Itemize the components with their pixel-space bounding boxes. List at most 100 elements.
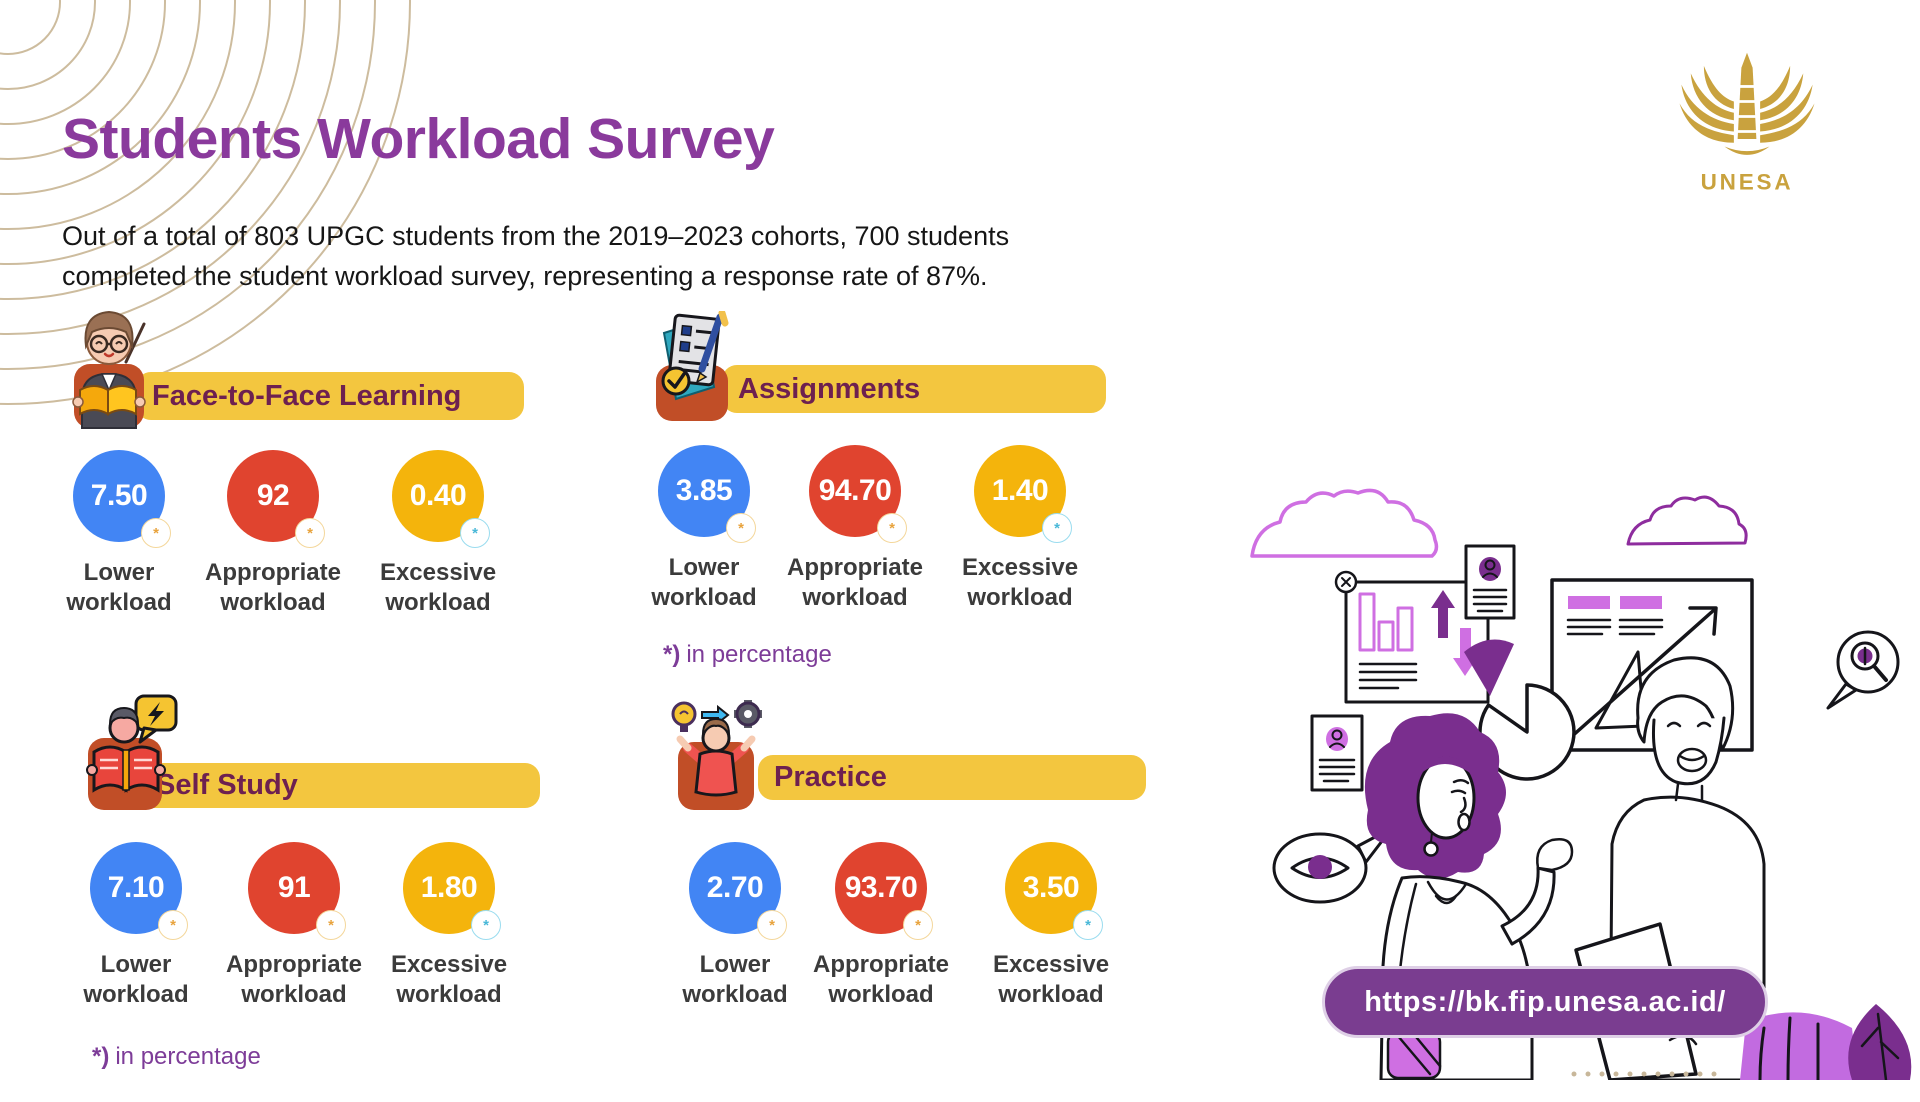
section-assignments: Assignments 3.85 * Lower workload 94.70 … [650, 295, 1210, 705]
stat-bubble-blue: 2.70 * [689, 842, 787, 940]
percentage-asterisk-badge: * [757, 910, 787, 940]
stat-value: 2.70 [706, 871, 764, 904]
stat-bubble-blue: 7.10 * [90, 842, 188, 940]
section-practice: Practice 2.70 * Lower workload 93.70 * A… [668, 692, 1228, 1102]
stat-bubble-blue: 7.50 * [73, 450, 171, 548]
magnifier-bubble-icon [1826, 630, 1900, 710]
pants [1740, 1012, 1858, 1080]
earring [1423, 841, 1439, 857]
stat-value: 93.70 [844, 871, 918, 904]
stat-label: Excessive workload [961, 554, 1079, 611]
section-banner: Practice [758, 755, 1146, 800]
stat-value: 7.10 [107, 871, 165, 904]
stat-label: Excessive workload [379, 559, 497, 616]
stat-appropriate-workload: 92 * Appropriate workload [193, 450, 353, 618]
subtitle-line-1: Out of a total of 803 UPGC students from… [62, 221, 1010, 251]
section-title: Self Study [156, 769, 298, 801]
footnote-text: in percentage [115, 1043, 261, 1070]
growth-arrow-icon [1568, 608, 1716, 740]
section-title: Assignments [738, 372, 921, 405]
percentage-asterisk-badge: * [726, 513, 756, 543]
url-badge[interactable]: https://bk.fip.unesa.ac.id/ [1322, 966, 1768, 1038]
stat-bubble-red: 93.70 * [835, 842, 933, 940]
footnote-marker: *) [92, 1043, 110, 1070]
unesa-logo: UNESA [1672, 46, 1822, 221]
percentage-asterisk-badge: * [1042, 513, 1072, 543]
stat-bubble-red: 94.70 * [809, 445, 907, 543]
stat-bubble-yellow: 0.40 * [392, 450, 490, 548]
stat-label: Lower workload [66, 559, 172, 616]
stat-value: 94.70 [818, 474, 892, 507]
profile-card [1464, 544, 1516, 620]
section-banner: Assignments [722, 365, 1106, 413]
stat-label: Excessive workload [390, 951, 508, 1008]
stat-lower-workload: 7.50 * Lower workload [39, 450, 199, 618]
percentage-asterisk-badge: * [460, 518, 490, 548]
stat-value: 0.40 [409, 479, 467, 512]
stat-label: Appropriate workload [786, 554, 923, 611]
stat-label: Excessive workload [992, 951, 1110, 1008]
unesa-logo-text: UNESA [1701, 170, 1794, 195]
stat-bubble-blue: 3.85 * [658, 445, 756, 543]
stat-label: Lower workload [651, 554, 757, 611]
percentage-asterisk-badge: * [471, 910, 501, 940]
stat-bubble-yellow: 1.40 * [974, 445, 1072, 543]
stat-excessive-workload: 1.40 * Excessive workload [940, 445, 1100, 613]
footnote-marker: *) [663, 641, 681, 668]
stat-value: 3.85 [675, 474, 733, 507]
cloud-left-icon [1250, 488, 1439, 558]
section-banner: Self Study [140, 763, 540, 808]
stat-excessive-workload: 3.50 * Excessive workload [971, 842, 1131, 1010]
percentage-asterisk-badge: * [141, 518, 171, 548]
percentage-asterisk-badge: * [903, 910, 933, 940]
stat-value: 7.50 [90, 479, 148, 512]
stat-value: 1.80 [420, 871, 478, 904]
section-title: Face-to-Face Learning [152, 379, 462, 412]
self-study-icon [86, 694, 178, 810]
arrow-up-icon [1431, 590, 1455, 638]
stat-bubble-red: 92 * [227, 450, 325, 548]
stat-bubble-yellow: 3.50 * [1005, 842, 1103, 940]
percentage-footnote: *) in percentage [663, 641, 832, 669]
stat-value: 3.50 [1022, 871, 1080, 904]
section-banner: Face-to-Face Learning [136, 372, 524, 420]
stat-label: Appropriate workload [225, 951, 362, 1008]
stat-lower-workload: 2.70 * Lower workload [655, 842, 815, 1010]
stat-appropriate-workload: 94.70 * Appropriate workload [775, 445, 935, 613]
percentage-asterisk-badge: * [316, 910, 346, 940]
stat-value: 92 [256, 479, 290, 512]
footnote-text: in percentage [686, 641, 832, 668]
section-face-to-face: Face-to-Face Learning 7.50 * Lower workl… [66, 300, 630, 710]
cloud-right-icon [1626, 495, 1748, 546]
stat-bubble-yellow: 1.80 * [403, 842, 501, 940]
section-self-study: Self Study 7.10 * Lower workload 91 * Ap… [80, 692, 640, 1102]
subtitle-line-2: completed the student workload survey, r… [62, 261, 988, 291]
page-subtitle: Out of a total of 803 UPGC students from… [62, 216, 1009, 296]
stat-value: 1.40 [991, 474, 1049, 507]
percentage-footnote: *) in percentage [92, 1043, 261, 1071]
page-title: Students Workload Survey [62, 107, 775, 171]
practice-icon [671, 700, 762, 810]
stat-excessive-workload: 0.40 * Excessive workload [358, 450, 518, 618]
stat-label: Appropriate workload [204, 559, 341, 616]
stat-excessive-workload: 1.80 * Excessive workload [369, 842, 529, 1010]
stat-lower-workload: 3.85 * Lower workload [624, 445, 784, 613]
stat-appropriate-workload: 93.70 * Appropriate workload [801, 842, 961, 1010]
percentage-asterisk-badge: * [1073, 910, 1103, 940]
stat-label: Appropriate workload [812, 951, 949, 1008]
unesa-emblem-icon: UNESA [1679, 52, 1815, 195]
stat-value: 91 [277, 871, 311, 904]
eye-bubble-icon [1272, 826, 1394, 904]
stat-lower-workload: 7.10 * Lower workload [56, 842, 216, 1010]
stat-label: Lower workload [682, 951, 788, 1008]
profile-card [1310, 714, 1364, 792]
percentage-asterisk-badge: * [877, 513, 907, 543]
dots-decoration [1571, 1071, 1717, 1077]
stat-bubble-red: 91 * [248, 842, 346, 940]
stat-label: Lower workload [83, 951, 189, 1008]
stat-appropriate-workload: 91 * Appropriate workload [214, 842, 374, 1010]
teacher-icon [72, 310, 146, 429]
percentage-asterisk-badge: * [158, 910, 188, 940]
percentage-asterisk-badge: * [295, 518, 325, 548]
section-title: Practice [774, 761, 887, 793]
